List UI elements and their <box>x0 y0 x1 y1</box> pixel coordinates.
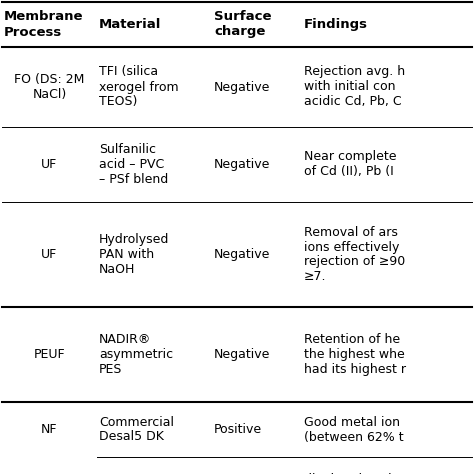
Text: Near complete
of Cd (II), Pb (I: Near complete of Cd (II), Pb (I <box>304 151 396 179</box>
Text: UF: UF <box>41 158 58 171</box>
Text: Rejection avg. h
with initial con
acidic Cd, Pb, C: Rejection avg. h with initial con acidic… <box>304 65 405 109</box>
Text: Sulfanilic
acid – PVC
– PSf blend: Sulfanilic acid – PVC – PSf blend <box>99 143 168 186</box>
Text: Material: Material <box>99 18 161 31</box>
Text: NADIR®
asymmetric
PES: NADIR® asymmetric PES <box>99 333 173 376</box>
Text: NF: NF <box>41 423 58 436</box>
Text: Retention of he
the highest whe
had its highest r: Retention of he the highest whe had its … <box>304 333 406 376</box>
Text: UF: UF <box>41 248 58 261</box>
Text: FO (DS: 2M
NaCl): FO (DS: 2M NaCl) <box>14 73 85 101</box>
Text: Good metal ion
(between 62% t: Good metal ion (between 62% t <box>304 416 404 444</box>
Text: Negative: Negative <box>214 81 270 93</box>
Text: Negative: Negative <box>214 348 270 361</box>
Text: Positive: Positive <box>214 423 262 436</box>
Text: divalent ions be
monovalent ion: divalent ions be monovalent ion <box>304 473 404 474</box>
Text: Membrane
Process: Membrane Process <box>4 10 83 38</box>
Text: Removal of ars
ions effectively
rejection of ≥90
≥7.: Removal of ars ions effectively rejectio… <box>304 226 405 283</box>
Text: Hydrolysed
PAN with
NaOH: Hydrolysed PAN with NaOH <box>99 233 169 276</box>
Text: PEUF: PEUF <box>34 348 65 361</box>
Text: Commercial
Desal5 DK: Commercial Desal5 DK <box>99 416 174 444</box>
Text: Surface
charge: Surface charge <box>214 10 272 38</box>
Text: Negative: Negative <box>214 248 270 261</box>
Text: Negative: Negative <box>214 158 270 171</box>
Text: TFI (silica
xerogel from
TEOS): TFI (silica xerogel from TEOS) <box>99 65 179 109</box>
Text: Findings: Findings <box>304 18 368 31</box>
